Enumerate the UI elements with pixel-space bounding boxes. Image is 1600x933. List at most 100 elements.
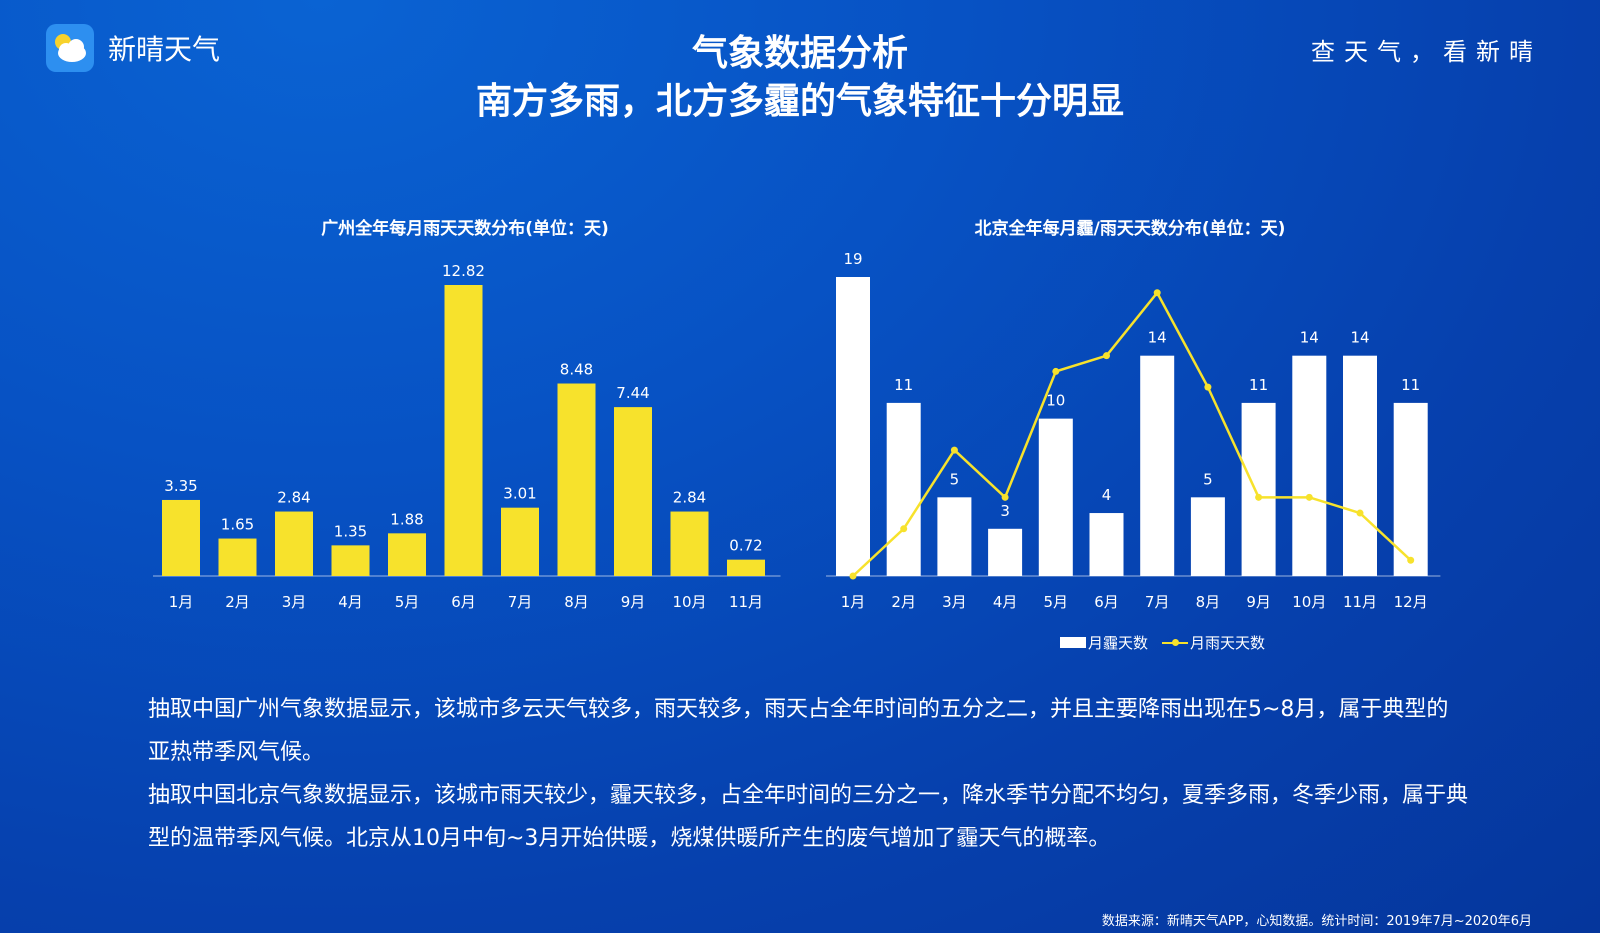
beijing-x-tick-label: 6月 [1094, 593, 1119, 611]
beijing-chart-title: 北京全年每月霾/雨天天数分布(单位：天) [974, 219, 1286, 239]
beijing-description: 抽取中国北京气象数据显示，该城市雨天较少，霾天较多，占全年时间的三分之一，降水季… [148, 783, 1469, 851]
legend-item-rain: 月雨天天数 [1162, 632, 1265, 653]
guangzhou-x-tick-label: 5月 [395, 593, 420, 611]
beijing-x-tick-label: 3月 [942, 593, 967, 611]
legend-label-rain: 月雨天天数 [1190, 634, 1266, 652]
beijing-x-tick-label: 2月 [891, 593, 916, 611]
legend-label-haze: 月霾天数 [1088, 634, 1149, 652]
beijing-rain-point [1356, 509, 1364, 517]
guangzhou-bar [388, 533, 426, 576]
guangzhou-bar-value-label: 2.84 [673, 489, 706, 507]
beijing-haze-bar [1190, 497, 1225, 576]
guangzhou-description: 抽取中国广州气象数据显示，该城市多云天气较多，雨天较多，雨天占全年时间的五分之二… [148, 697, 1449, 765]
guangzhou-bar-value-label: 0.72 [729, 537, 762, 555]
beijing-bar-value-label: 4 [1102, 486, 1112, 504]
beijing-haze-bar [1241, 402, 1276, 576]
slogan: 查天气，看新晴 [1311, 38, 1542, 66]
beijing-bar-value-label: 14 [1148, 329, 1167, 347]
page-subtitle: 南方多雨，北方多霾的气象特征十分明显 [475, 81, 1124, 122]
guangzhou-bar [670, 511, 709, 576]
guangzhou-bar-value-label: 12.82 [442, 262, 485, 280]
brand-logo: 新晴天气 [46, 24, 220, 72]
beijing-x-tick-label: 10月 [1292, 593, 1326, 611]
beijing-x-tick-label: 4月 [993, 593, 1018, 611]
cloud-sun-icon [46, 24, 94, 72]
beijing-x-tick-label: 11月 [1343, 593, 1377, 611]
guangzhou-bar-value-label: 3.35 [164, 477, 197, 495]
guangzhou-bar [218, 538, 257, 576]
beijing-bar-value-label: 11 [1249, 376, 1268, 394]
guangzhou-bar-value-label: 7.44 [616, 384, 649, 402]
guangzhou-x-tick-label: 2月 [225, 593, 250, 611]
beijing-x-tick-label: 8月 [1196, 593, 1221, 611]
beijing-haze-bar [988, 528, 1023, 576]
guangzhou-x-tick-label: 6月 [451, 593, 476, 611]
beijing-bar-value-label: 10 [1046, 392, 1065, 410]
beijing-haze-bar [1393, 402, 1428, 576]
beijing-rain-line [852, 290, 1412, 577]
beijing-rain-point [1001, 493, 1009, 501]
guangzhou-x-tick-label: 4月 [338, 593, 363, 611]
data-source: 数据来源：新晴天气APP，心知数据。统计时间：2019年7月~2020年6月 [1101, 914, 1532, 929]
beijing-rain-point [950, 446, 958, 454]
beijing-bar-value-label: 19 [843, 250, 862, 268]
beijing-rain-point [1255, 493, 1263, 501]
guangzhou-x-tick-label: 7月 [508, 593, 533, 611]
guangzhou-x-tick-label: 3月 [282, 593, 307, 611]
guangzhou-bar [557, 383, 596, 576]
beijing-bar-value-label: 14 [1350, 329, 1369, 347]
guangzhou-bar [162, 499, 200, 576]
guangzhou-bar-value-label: 1.35 [334, 522, 367, 540]
beijing-chart-legend: 月霾天数 月雨天天数 [1060, 632, 1279, 653]
guangzhou-bar-value-label: 3.01 [503, 485, 536, 503]
guangzhou-x-tick-label: 8月 [564, 593, 589, 611]
beijing-rain-point [1204, 383, 1212, 391]
beijing-rain-point [1103, 352, 1110, 360]
guangzhou-bar-value-label: 1.65 [221, 516, 254, 534]
beijing-haze-bar [886, 402, 921, 576]
beijing-x-tick-label: 12月 [1394, 593, 1428, 611]
beijing-bar-value-label: 11 [1401, 376, 1420, 394]
beijing-rain-point [1407, 556, 1415, 564]
guangzhou-bar [614, 407, 652, 576]
legend-bar-swatch [1060, 637, 1086, 648]
beijing-rain-point [900, 525, 908, 533]
beijing-rain-point [1052, 367, 1060, 375]
guangzhou-bar [501, 507, 539, 576]
beijing-haze-bar [836, 277, 870, 576]
beijing-haze-bar [1038, 418, 1073, 576]
guangzhou-bar [331, 545, 370, 576]
brand-name: 新晴天气 [108, 33, 221, 66]
guangzhou-bar [275, 511, 313, 576]
guangzhou-bar [727, 559, 765, 576]
guangzhou-bar-value-label: 8.48 [560, 361, 593, 379]
guangzhou-x-tick-label: 1月 [169, 593, 194, 611]
guangzhou-bar-value-label: 1.88 [390, 510, 423, 528]
beijing-bar-value-label: 5 [1203, 470, 1213, 488]
beijing-haze-bar [1343, 355, 1377, 576]
beijing-x-tick-label: 5月 [1044, 593, 1069, 611]
page-title: 气象数据分析 [691, 33, 908, 74]
guangzhou-bar-value-label: 2.84 [277, 489, 310, 507]
beijing-bar-value-label: 3 [1000, 502, 1010, 520]
beijing-haze-bar [1292, 355, 1327, 576]
beijing-haze-bar [1089, 513, 1124, 576]
guangzhou-chart-title: 广州全年每月雨天天数分布(单位：天) [321, 219, 609, 239]
beijing-bar-value-label: 11 [894, 376, 913, 394]
beijing-rain-point [1305, 493, 1313, 501]
beijing-bar-value-label: 14 [1300, 329, 1319, 347]
beijing-x-tick-label: 1月 [841, 593, 866, 611]
beijing-x-tick-label: 9月 [1246, 593, 1271, 611]
analysis-description: 抽取中国广州气象数据显示，该城市多云天气较多，雨天较多，雨天占全年时间的五分之二… [148, 688, 1468, 860]
guangzhou-x-tick-label: 10月 [672, 593, 706, 611]
guangzhou-bar [444, 285, 483, 576]
guangzhou-x-tick-label: 9月 [621, 593, 646, 611]
legend-line-swatch [1162, 638, 1189, 646]
beijing-haze-bar [1140, 355, 1175, 576]
beijing-bar-value-label: 5 [950, 470, 960, 488]
beijing-x-tick-label: 7月 [1145, 593, 1170, 611]
legend-item-haze: 月霾天数 [1060, 632, 1148, 653]
beijing-rain-point [849, 572, 857, 580]
guangzhou-x-tick-label: 11月 [729, 593, 763, 611]
